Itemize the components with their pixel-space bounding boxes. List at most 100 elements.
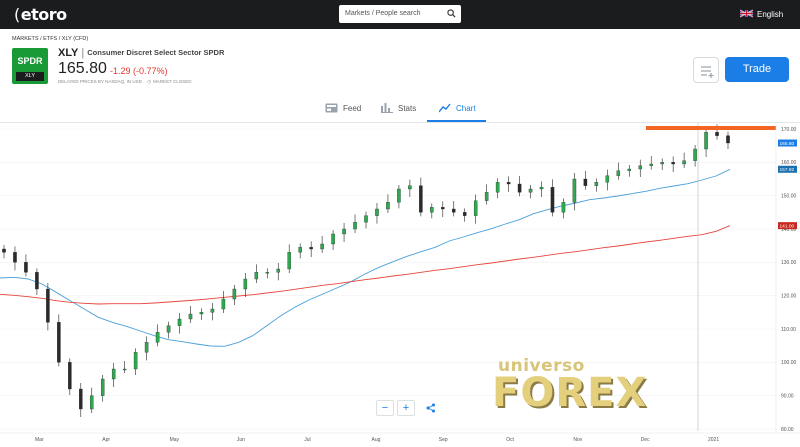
clock-icon: ◷ [147,79,152,84]
candlesticks [2,124,730,417]
instrument-price: 165.80 [58,60,107,77]
x-tick-label: Sep [439,437,448,443]
chart-grid [0,128,776,430]
search-input[interactable]: Markets / People search [339,5,461,23]
candle [441,201,445,217]
candle-body [682,160,686,165]
uk-flag-icon [740,9,753,18]
y-tick-label: 170.00 [781,127,797,133]
candle [100,375,105,402]
title-separator: | [81,47,85,59]
candle-body [583,178,588,186]
candle [122,361,127,373]
candle-body [528,188,533,193]
candle [90,387,94,413]
tab-feed[interactable]: Feed [325,98,361,122]
candle-body [100,378,105,396]
price-disclaimer: DELAYED PRICES BY NASDAQ, IN USD ◷ MARKET… [58,79,192,85]
candle [397,185,401,209]
candle-body [452,208,456,213]
candle [210,303,215,321]
candle [287,244,291,273]
candle [419,177,423,217]
x-tick-label: Dec [641,437,650,443]
candle [539,181,544,197]
candle [726,131,730,149]
language-selector[interactable]: English [740,9,783,19]
candle-body [715,132,719,136]
add-to-watchlist-button[interactable] [693,57,719,83]
candle [528,185,533,199]
candle-body [495,182,500,193]
candle-body [649,163,653,166]
candle [2,245,6,259]
y-tick-label: 150.00 [781,193,797,199]
candle [13,246,17,271]
candle [133,348,138,375]
candle [68,358,72,395]
candle [342,223,346,242]
candle-body [287,252,291,270]
zoom-in-button[interactable]: + [397,400,415,416]
x-tick-label: Jul [304,437,310,443]
candle-body [166,325,171,333]
price-tag [778,139,797,147]
candle [276,263,280,281]
candle [495,178,500,199]
candle [660,158,664,170]
candle [232,285,237,305]
candle-body [627,168,632,171]
y-tick-label: 160.00 [781,160,797,166]
share-icon [426,403,435,413]
share-button[interactable] [422,400,440,416]
candle-body [221,298,226,310]
candle-body [122,368,127,371]
candle-body [693,148,697,161]
candle-body [111,368,116,380]
candle [616,162,621,180]
high-marker-bar [646,126,776,130]
tab-chart[interactable]: Chart [427,98,486,122]
candle-body [704,132,708,150]
candle [188,306,193,323]
etoro-logo[interactable]: (etoro [14,5,67,24]
candle [704,126,708,157]
chart-axes: 170.00 160.00 150.00 140.00 130.00 120.00 110.… [35,127,797,443]
y-tick-label: 80.00 [781,427,794,433]
candle-body [13,252,17,263]
trade-button[interactable]: Trade [725,57,789,82]
candle [35,268,39,295]
price-chart[interactable]: 170.00 160.00 150.00 140.00 130.00 120.00 110.… [0,123,800,447]
breadcrumb[interactable]: MARKETS / ETFS / XLY (CFD) [12,36,89,42]
instrument-name: Consumer Discret Select Sector SPDR [87,48,225,57]
candle-body [539,187,544,190]
candle [517,176,522,197]
candle [331,230,335,250]
moving-average-line [0,168,731,347]
candle [265,268,270,279]
candle-body [298,247,302,253]
moving-average-line [0,225,731,305]
price-tag [778,165,797,173]
candle-body [441,207,445,210]
delayed-prices-note: DELAYED PRICES BY NASDAQ, IN USD [58,79,142,84]
candle-body [342,228,346,235]
price-tag-label: 141.00 [780,223,795,229]
y-tick-label: 90.00 [781,393,794,399]
x-tick-label: Aug [372,437,381,443]
zoom-out-button[interactable]: − [376,400,394,416]
search-icon[interactable] [447,9,456,18]
candle [57,314,61,367]
candle-body [188,313,193,320]
instrument-symbol: XLY [58,47,79,59]
candle-body [199,312,204,315]
watchlist-icon [701,66,714,78]
universo-forex-watermark: universo FOREX [492,356,646,426]
tab-stats[interactable]: Stats [381,98,416,122]
candle [452,201,456,217]
y-tick-label: 100.00 [781,360,797,366]
top-navigation-bar: (etoro Markets / People search English [0,0,800,29]
candle [408,179,412,197]
x-tick-label: Oct [506,437,514,443]
market-status: MARKET CLOSED [153,79,192,84]
